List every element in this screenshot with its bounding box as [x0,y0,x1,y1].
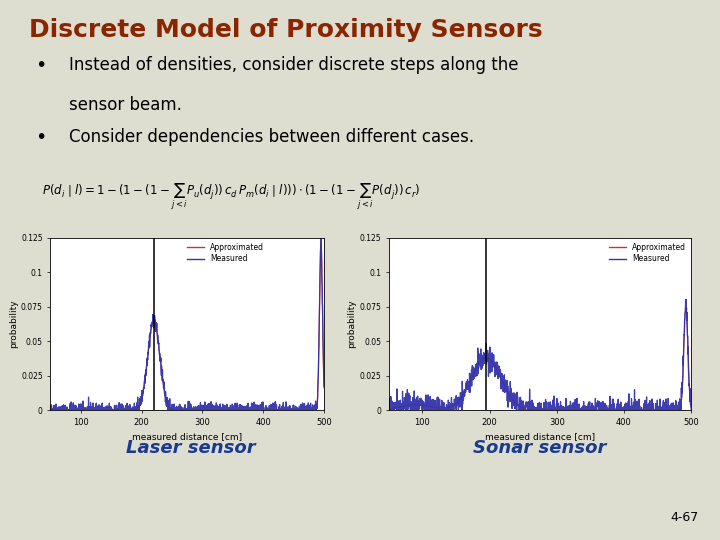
Text: Instead of densities, consider discrete steps along the: Instead of densities, consider discrete … [68,56,518,75]
X-axis label: measured distance [cm]: measured distance [cm] [485,433,595,442]
Text: Consider dependencies between different cases.: Consider dependencies between different … [68,127,474,146]
Text: Discrete Model of Proximity Sensors: Discrete Model of Proximity Sensors [29,18,542,42]
Y-axis label: probability: probability [9,300,18,348]
Legend: Approximated, Measured: Approximated, Measured [608,241,688,265]
Text: 4-67: 4-67 [670,511,698,524]
Text: Laser sensor: Laser sensor [126,439,256,457]
Text: sensor beam.: sensor beam. [68,96,181,113]
Text: •: • [35,127,47,147]
Legend: Approximated, Measured: Approximated, Measured [186,241,266,265]
Text: $P(d_i \mid l) = 1-(1-(1-\sum_{j<i} P_u(d_j))\, c_d\, P_m(d_i \mid l)))\cdot(1-(: $P(d_i \mid l) = 1-(1-(1-\sum_{j<i} P_u(… [42,181,420,212]
Text: •: • [35,56,47,76]
Text: Sonar sensor: Sonar sensor [473,439,607,457]
X-axis label: measured distance [cm]: measured distance [cm] [132,433,242,442]
Y-axis label: probability: probability [348,300,356,348]
